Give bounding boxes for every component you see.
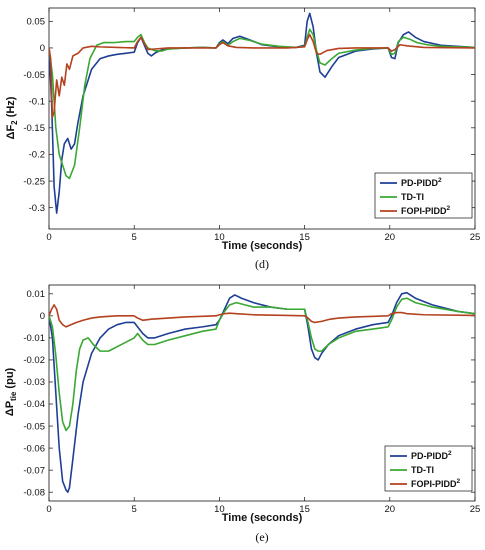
panel-e-legend: PD-PIDD2 TD-TI FOPI-PIDD2 xyxy=(384,445,473,492)
panel-e-y-tick-label: -0.04 xyxy=(23,399,45,410)
panel-e: 0 5 10 15 20 25 0.01 0 -0.01 -0.02 -0.03 -0.04 -0.05… xyxy=(4,284,480,544)
panel-e-legend-label: FOPI-PIDD2 xyxy=(411,478,461,489)
panel-d-plot xyxy=(49,12,475,214)
panel-e-x-tick-label: 15 xyxy=(299,504,310,515)
panel-e-y-tick-label: 0 xyxy=(40,311,45,322)
panel-d-x-tick-label: 15 xyxy=(299,232,310,243)
panel-e-series-1-line xyxy=(49,297,475,432)
panel-d-y-tick-label: -0.25 xyxy=(23,176,45,187)
panel-d-y-label-main: ΔF xyxy=(5,125,17,140)
panel-d-legend: PD-PIDD2 TD-TI FOPI-PIDD2 xyxy=(374,172,473,219)
panel-e-caption: (e) xyxy=(255,530,268,544)
panel-d-legend-label: PD-PIDD2 xyxy=(401,177,442,188)
panel-d-y-label-tail: (Hz) xyxy=(5,96,17,120)
panel-d-y-tick-label: -0.2 xyxy=(29,150,45,161)
panel-e-y-tick-label: 0.01 xyxy=(27,289,46,300)
panel-e-y-label-main: ΔP xyxy=(4,401,16,416)
panel-d-y-tick-label: -0.15 xyxy=(23,123,45,134)
panel-d-x-tick-label: 5 xyxy=(132,232,137,243)
panel-e-ticks: 0 5 10 15 20 25 0.01 0 -0.01 -0.02 -0.03 -0.04 -0.05… xyxy=(23,285,480,515)
panel-d-axes-frame xyxy=(48,7,476,230)
panel-e-y-axis-label: ΔPtie (pu) xyxy=(4,367,18,416)
panel-e-x-tick-label: 25 xyxy=(470,504,481,515)
panel-d: 0 5 10 15 20 25 0.05 0 -0.05 -0.1 -0.15 -0.2 -0.25 -0… xyxy=(5,7,481,271)
panel-e-legend-label: PD-PIDD2 xyxy=(411,450,452,461)
panel-d-y-axis-label: ΔF2 (Hz) xyxy=(5,96,19,139)
panel-e-y-tick-label: -0.06 xyxy=(23,443,45,454)
panel-d-y-tick-label: 0 xyxy=(40,43,45,54)
panel-e-y-tick-label: -0.03 xyxy=(23,377,45,388)
panel-d-x-axis-label: Time (seconds) xyxy=(222,240,303,252)
panel-e-y-tick-label: -0.08 xyxy=(23,487,45,498)
panel-e-x-tick-label: 20 xyxy=(385,504,396,515)
panel-e-legend-label: TD-TI xyxy=(411,465,434,475)
panel-d-series-1-line xyxy=(49,28,475,180)
panel-e-y-label-sub: tie xyxy=(9,391,18,401)
panel-d-y-tick-label: -0.3 xyxy=(29,203,45,214)
panel-e-y-tick-label: -0.07 xyxy=(23,465,45,476)
panel-d-y-tick-label: 0.05 xyxy=(27,17,46,28)
panel-d-legend-label: TD-TI xyxy=(401,192,424,202)
panel-d-y-tick-label: -0.05 xyxy=(23,70,45,81)
panel-d-caption: (d) xyxy=(255,257,269,271)
panel-e-series-2-line xyxy=(49,304,475,328)
panel-e-x-tick-label: 10 xyxy=(214,504,225,515)
panel-e-plot xyxy=(49,291,475,493)
panel-e-x-tick-label: 0 xyxy=(46,504,51,515)
panel-d-series-2-line xyxy=(49,33,475,118)
panel-d-x-tick-label: 0 xyxy=(46,232,51,243)
panel-e-y-tick-label: -0.02 xyxy=(23,355,45,366)
panel-d-x-tick-label: 25 xyxy=(470,232,481,243)
panel-e-y-tick-label: -0.05 xyxy=(23,421,45,432)
panel-e-axes-frame xyxy=(48,284,476,502)
panel-e-x-tick-label: 5 xyxy=(132,504,137,515)
panel-d-x-tick-label: 20 xyxy=(385,232,396,243)
panel-d-y-tick-label: -0.1 xyxy=(29,96,45,107)
panel-e-y-label-tail: (pu) xyxy=(4,367,16,391)
panel-e-y-tick-label: -0.01 xyxy=(23,333,45,344)
panel-d-y-label-sub: 2 xyxy=(10,120,19,125)
panel-e-x-axis-label: Time (seconds) xyxy=(222,512,303,524)
panel-d-legend-label: FOPI-PIDD2 xyxy=(401,205,451,216)
panel-d-x-tick-label: 10 xyxy=(214,232,225,243)
